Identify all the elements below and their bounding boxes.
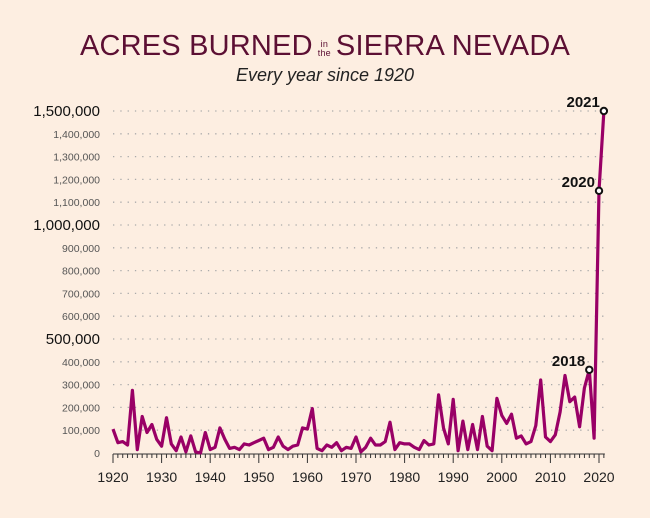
y-tick-label: 300,000 xyxy=(62,380,100,392)
data-line xyxy=(111,110,606,455)
x-tick-label: 1930 xyxy=(146,469,177,485)
y-tick-label: 500,000 xyxy=(46,331,100,348)
y-tick-label: 800,000 xyxy=(62,266,100,278)
annotation-label: 2021 xyxy=(566,94,599,111)
title-connector-the: the xyxy=(317,47,331,58)
x-tick-label: 1920 xyxy=(97,469,128,485)
y-tick-label: 1,200,000 xyxy=(53,174,100,186)
y-tick-label: 200,000 xyxy=(62,402,100,414)
y-tick-label: 900,000 xyxy=(62,243,100,255)
y-tick-label: 100,000 xyxy=(62,425,100,437)
x-tick-label: 1940 xyxy=(195,469,226,485)
y-tick-label: 1,300,000 xyxy=(53,152,100,164)
x-tick-label: 2000 xyxy=(486,469,517,485)
y-tick-label: 1,500,000 xyxy=(33,103,100,120)
y-axis: 0 100,000 200,000 300,000 400,000 500,000 600,… xyxy=(33,103,100,460)
annotations: 2018 2020 2021 xyxy=(552,94,609,374)
x-tick-label: 1970 xyxy=(340,469,371,485)
chart-header: ACRES BURNED in the SIERRA NEVADA Every … xyxy=(0,30,650,86)
y-tick-label: 1,100,000 xyxy=(53,197,100,209)
y-tick-label: 1,400,000 xyxy=(53,129,100,141)
title-part-1: ACRES BURNED xyxy=(79,30,313,62)
x-tick-label: 1990 xyxy=(438,469,469,485)
x-axis: 1920 1930 1940 1950 1960 1970 1980 1990 2000 2010… xyxy=(97,453,615,485)
y-tick-label: 600,000 xyxy=(62,311,100,323)
highlight-marker xyxy=(585,365,594,374)
annotation-label: 2018 xyxy=(552,353,585,370)
x-tick-label: 2020 xyxy=(583,469,614,485)
title-connector: in the xyxy=(317,38,331,58)
y-tick-label: 700,000 xyxy=(62,288,100,300)
x-tick-label: 1960 xyxy=(292,469,323,485)
y-tick-label: 1,000,000 xyxy=(33,217,100,234)
title-connector-in: in xyxy=(320,38,329,49)
highlight-marker xyxy=(594,186,604,196)
annotation-label: 2020 xyxy=(562,174,595,191)
chart-subtitle: Every year since 1920 xyxy=(235,65,415,85)
chart-title: ACRES BURNED in the SIERRA NEVADA xyxy=(80,30,570,63)
title-part-2: SIERRA NEVADA xyxy=(335,30,571,62)
y-tick-label: 400,000 xyxy=(62,357,100,369)
x-tick-label: 1950 xyxy=(243,469,274,485)
gridlines xyxy=(113,110,607,431)
series-acres-burned xyxy=(111,110,606,455)
highlight-marker xyxy=(599,106,609,116)
x-tick-label: 1980 xyxy=(389,469,420,485)
y-tick-label: 0 xyxy=(94,448,100,460)
x-tick-label: 2010 xyxy=(535,469,566,485)
